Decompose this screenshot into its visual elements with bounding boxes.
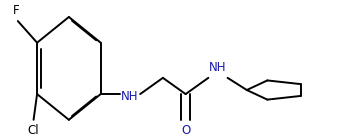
Text: NH: NH — [121, 90, 138, 103]
Text: F: F — [13, 4, 19, 17]
Text: NH: NH — [209, 61, 226, 74]
Text: O: O — [181, 124, 190, 137]
Text: Cl: Cl — [28, 124, 39, 137]
